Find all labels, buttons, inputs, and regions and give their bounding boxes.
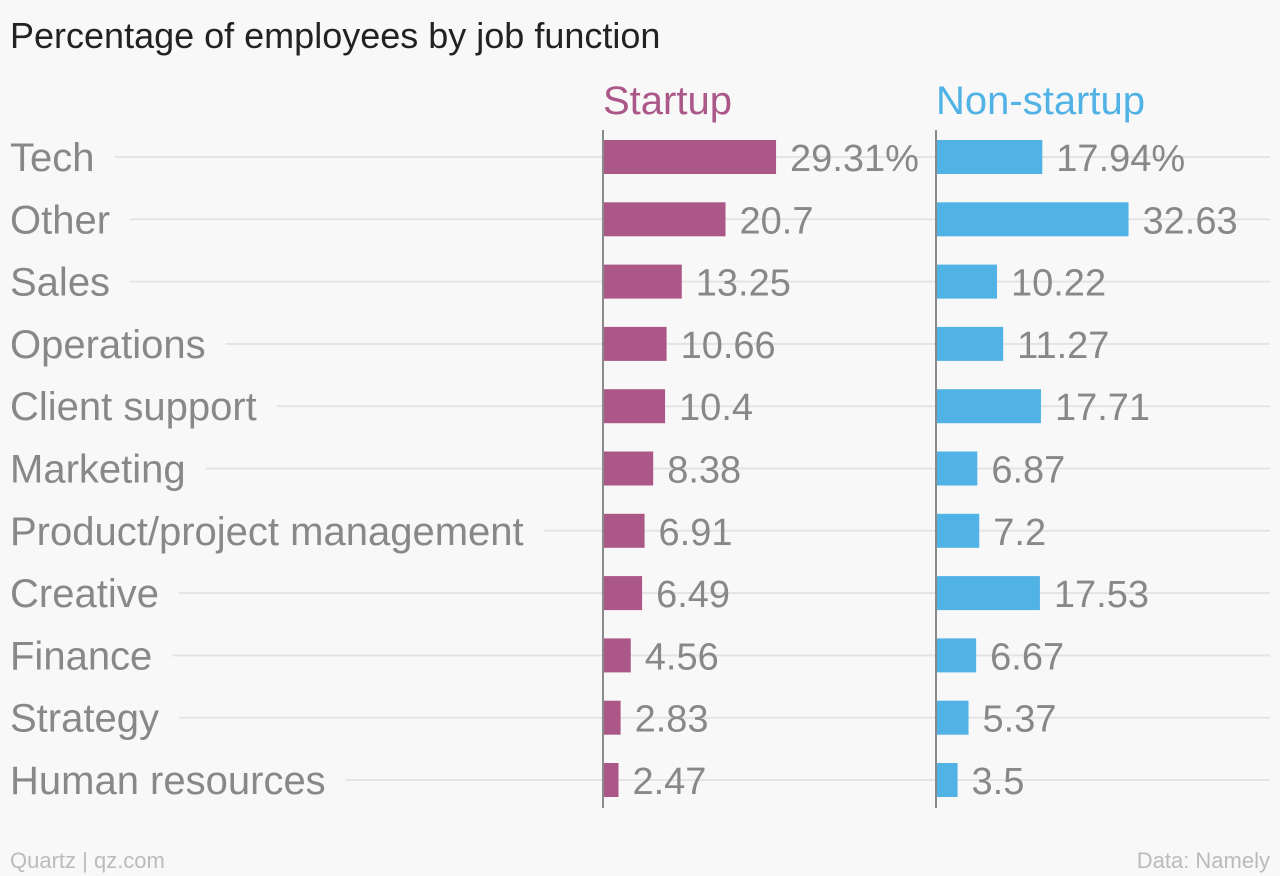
value-label: 7.2 — [993, 512, 1046, 554]
bar — [937, 638, 977, 673]
data-source: Data: Namely — [1137, 848, 1270, 873]
bar — [604, 700, 621, 735]
value-label: 11.27 — [1017, 325, 1109, 367]
category-labels: Tech Other Sales Operations Client support Ma… — [10, 136, 524, 803]
value-label: 2.83 — [635, 699, 709, 741]
value-labels: 29.31% 20.7 13.25 10.66 10.4 8.38 6.91 6.49 4.56… — [632, 138, 1237, 803]
bar — [604, 140, 777, 174]
category-label: Strategy — [10, 697, 159, 741]
bar — [937, 451, 978, 486]
bar — [604, 389, 666, 424]
axes — [602, 130, 937, 808]
bars — [604, 140, 1129, 797]
value-label: 5.37 — [983, 699, 1057, 741]
bar — [937, 700, 969, 735]
value-label: 10.22 — [1011, 263, 1106, 305]
bar — [937, 264, 997, 299]
category-label: Finance — [10, 634, 152, 678]
value-label: 6.91 — [659, 512, 733, 554]
series-label: Startup — [603, 79, 732, 123]
bar — [937, 202, 1129, 237]
series-label: Non-startup — [936, 79, 1145, 123]
bar — [604, 513, 645, 548]
category-label: Client support — [10, 385, 257, 429]
category-label: Other — [10, 198, 110, 242]
bar — [937, 140, 1043, 174]
value-label: 10.66 — [681, 325, 776, 367]
bar — [604, 576, 643, 611]
bar — [937, 763, 958, 797]
source-credit: Quartz | qz.com — [10, 848, 165, 873]
category-label: Tech — [10, 136, 95, 180]
category-label: Sales — [10, 261, 110, 305]
value-label: 6.67 — [990, 636, 1064, 678]
category-label: Marketing — [10, 448, 186, 492]
bar — [937, 576, 1040, 611]
bar — [604, 451, 654, 486]
bar — [604, 326, 667, 361]
gridlines — [114, 156, 1270, 781]
value-label: 6.87 — [991, 450, 1065, 492]
value-label: 13.25 — [696, 263, 791, 305]
value-label: 3.5 — [972, 761, 1025, 803]
series-headers: Startup Non-startup — [603, 79, 1145, 123]
bar — [604, 638, 631, 673]
bar — [937, 513, 980, 548]
bar — [937, 326, 1004, 361]
bar — [604, 202, 726, 237]
value-label: 8.38 — [667, 450, 741, 492]
category-label: Human resources — [10, 759, 326, 803]
category-label: Product/project management — [10, 510, 524, 554]
bar — [937, 389, 1041, 424]
bar — [604, 264, 682, 299]
value-label: 17.71 — [1055, 387, 1150, 429]
bar — [604, 763, 619, 797]
category-label: Creative — [10, 572, 159, 616]
value-label: 17.94% — [1056, 138, 1185, 180]
category-label: Operations — [10, 323, 206, 367]
value-label: 32.63 — [1143, 200, 1238, 242]
value-label: 10.4 — [679, 387, 753, 429]
value-label: 17.53 — [1054, 574, 1149, 616]
value-label: 6.49 — [656, 574, 730, 616]
value-label: 20.7 — [740, 200, 814, 242]
chart-title: Percentage of employees by job function — [10, 15, 660, 56]
value-label: 2.47 — [632, 761, 706, 803]
value-label: 29.31% — [790, 138, 919, 180]
value-label: 4.56 — [645, 636, 719, 678]
